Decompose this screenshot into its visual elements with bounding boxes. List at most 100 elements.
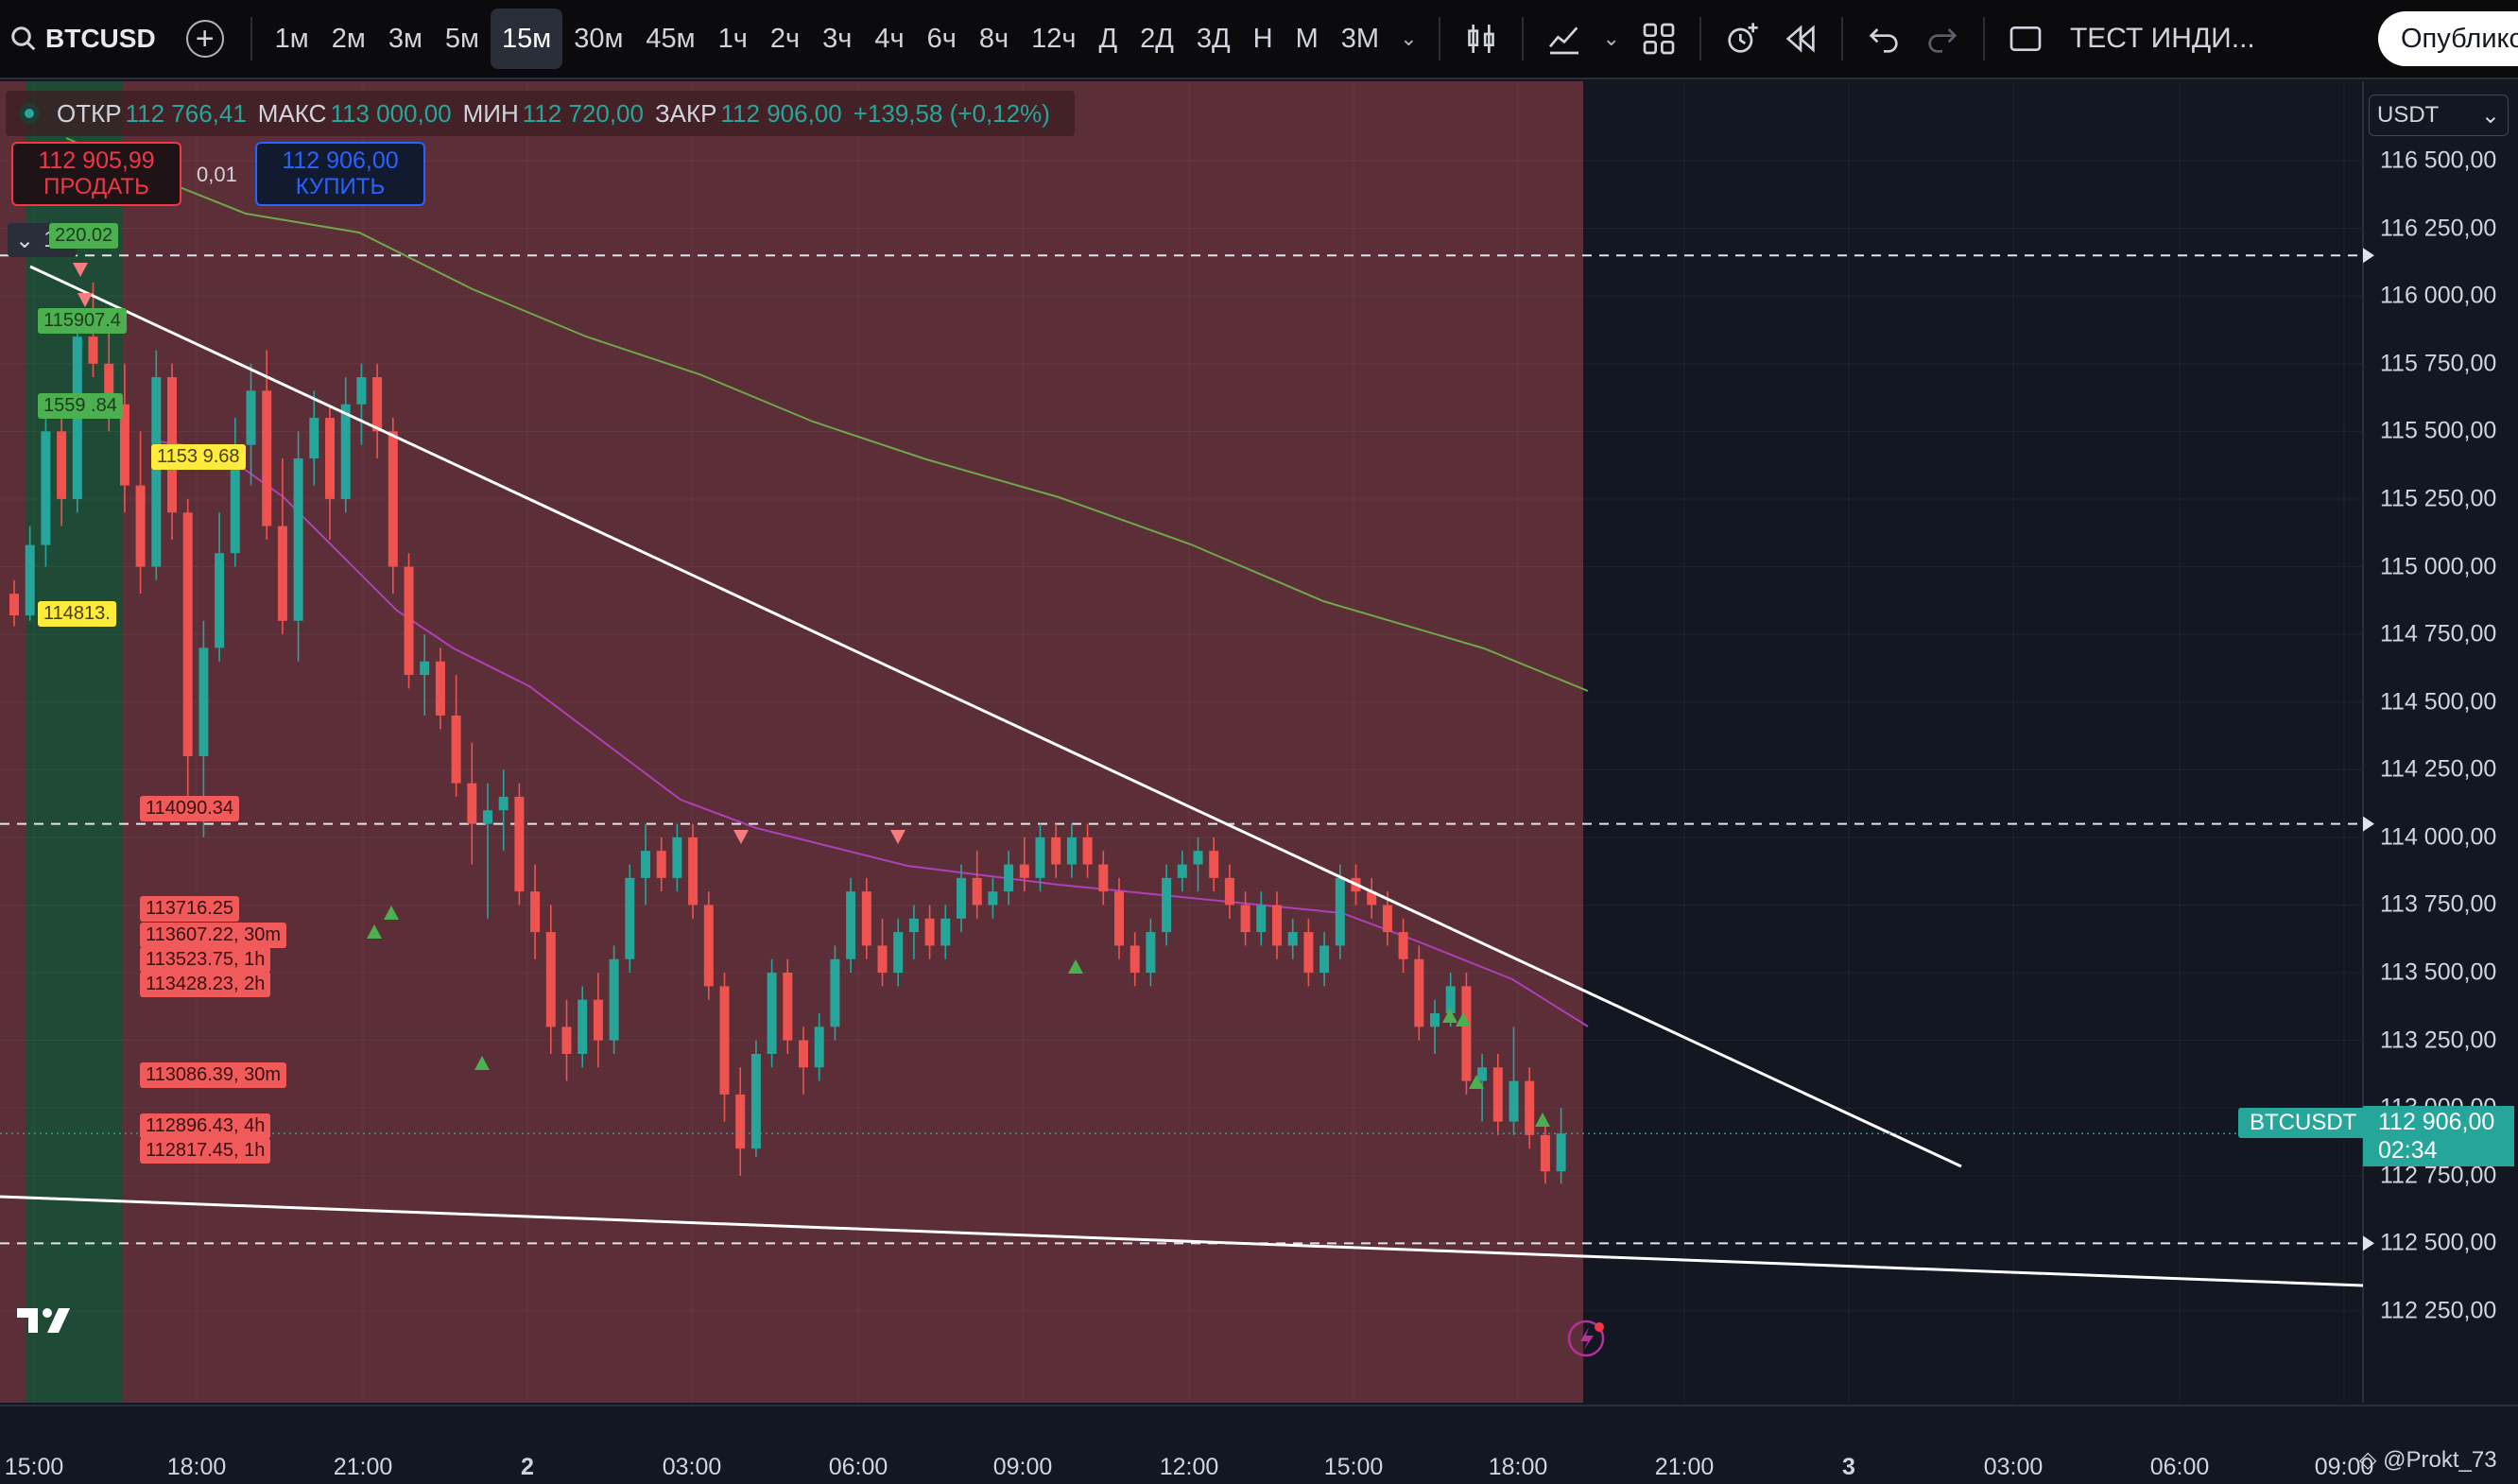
timeframe-45m[interactable]: 45м <box>646 24 696 54</box>
candle-body-down <box>1461 986 1472 1081</box>
toolbar-divider <box>1699 17 1701 60</box>
candle-body-up <box>578 999 588 1054</box>
candle-body-up <box>814 1027 824 1068</box>
timeframe-15m[interactable]: 15м <box>490 9 563 69</box>
timeframe-3mo[interactable]: 3М <box>1340 24 1380 54</box>
candle-body-down <box>277 526 287 621</box>
candle-body-down <box>1082 837 1093 865</box>
sell-signal-triangle-icon <box>78 293 93 307</box>
time-tick-label: 18:00 <box>1488 1454 1548 1480</box>
trendline-support <box>0 1195 2364 1287</box>
candle-body-up <box>293 457 303 621</box>
timeframe-2d[interactable]: 2Д <box>1140 24 1174 54</box>
price-tick-label: 115 500,00 <box>2380 417 2497 444</box>
candle-body-up <box>641 851 650 878</box>
chevron-down-icon: ⌄ <box>2480 102 2500 129</box>
candle-body-up <box>988 891 998 906</box>
timeframe-1w[interactable]: Н <box>1252 24 1273 54</box>
price-tick-label: 115 750,00 <box>2380 350 2497 377</box>
candle-body-up <box>1256 905 1267 933</box>
timeframe-30m[interactable]: 30м <box>574 24 624 54</box>
undo-icon[interactable] <box>1862 17 1906 60</box>
publish-button[interactable]: Опублико <box>2378 11 2518 66</box>
session-zone-green <box>26 81 123 1403</box>
symbol-search[interactable]: BTCUSD <box>0 24 156 54</box>
candle-body-up <box>1335 877 1345 946</box>
moving-average-long <box>65 137 1589 692</box>
candle-body-up <box>151 377 162 567</box>
toolbar-divider <box>1521 17 1524 60</box>
price-chart[interactable] <box>0 81 2518 1403</box>
time-axis[interactable] <box>0 1405 2518 1484</box>
buy-button[interactable]: 112 906,00 КУПИТЬ <box>255 142 425 206</box>
level-label-red: 113716.25 <box>140 896 240 922</box>
timeframe-5m[interactable]: 5м <box>444 24 479 54</box>
candle-body-up <box>230 444 240 554</box>
time-tick-label: 12:00 <box>1159 1454 1219 1480</box>
indicators-chevron-icon[interactable]: ⌄ <box>1602 26 1620 50</box>
timeframe-12h[interactable]: 12ч <box>1031 24 1077 54</box>
candle-body-down <box>1019 864 1029 878</box>
timeframe-1h[interactable]: 1ч <box>717 24 748 54</box>
time-tick-label: 06:00 <box>2149 1454 2210 1480</box>
buy-label: КУПИТЬ <box>295 174 386 199</box>
close-value: 112 906,00 <box>720 98 842 128</box>
candle-body-up <box>1477 1067 1488 1081</box>
candle-body-down <box>545 932 556 1027</box>
trendline-descending <box>29 265 1962 1168</box>
candle-body-up <box>908 918 919 933</box>
candle-body-down <box>783 973 793 1041</box>
compare-symbol-button[interactable]: + <box>185 20 224 58</box>
time-tick-label: 09:00 <box>992 1454 1053 1480</box>
price-tick-label: 115 000,00 <box>2380 553 2497 580</box>
fullscreen-frame-icon[interactable] <box>2004 17 2047 60</box>
toolbar-divider <box>1982 17 1985 60</box>
timeframe-2m[interactable]: 2м <box>331 24 366 54</box>
timeframe-3m[interactable]: 3м <box>388 24 423 54</box>
alert-clock-icon[interactable] <box>1720 17 1764 60</box>
candle-body-down <box>1240 905 1250 933</box>
timeframe-4h[interactable]: 4ч <box>874 24 905 54</box>
sell-signal-triangle-icon <box>890 830 905 844</box>
sell-button[interactable]: 112 905,99 ПРОДАТЬ <box>11 142 181 206</box>
layout-grid-icon[interactable] <box>1637 17 1681 60</box>
indicator-template-name[interactable]: ТЕСТ ИНДИ... <box>2069 23 2255 54</box>
candle-body-down <box>719 986 730 1095</box>
timeframe-dropdown-chevron-icon[interactable]: ⌄ <box>1400 26 1418 50</box>
candle-body-down <box>1492 1067 1503 1122</box>
timeframe-3d[interactable]: 3Д <box>1196 24 1231 54</box>
candle-body-up <box>940 918 951 946</box>
timeframe-6h[interactable]: 6ч <box>926 24 957 54</box>
currency-select[interactable]: USDT ⌄ <box>2369 95 2509 136</box>
redo-icon[interactable] <box>1921 17 1964 60</box>
notification-dot-icon <box>1595 1322 1604 1332</box>
currency-value: USDT <box>2377 102 2440 128</box>
candle-body-down <box>861 891 871 946</box>
chart-pane[interactable] <box>0 81 2518 1403</box>
price-tick-label: 113 500,00 <box>2380 958 2497 986</box>
candle-body-down <box>1398 932 1408 959</box>
timeframe-2h[interactable]: 2ч <box>769 24 801 54</box>
level-label-red: 113523.75, 1h <box>140 947 271 973</box>
buy-signal-triangle-icon <box>1456 1012 1471 1027</box>
tradingview-logo-icon[interactable] <box>15 1304 78 1337</box>
timeframe-1m[interactable]: 1м <box>274 24 309 54</box>
candle-body-up <box>1430 1013 1440 1027</box>
level-label-red: 113607.22, 30m <box>140 923 287 948</box>
replay-icon[interactable] <box>1779 17 1822 60</box>
candle-body-down <box>9 594 19 616</box>
candle-body-up <box>672 837 682 878</box>
timeframe-8h[interactable]: 8ч <box>978 24 1009 54</box>
symbol-name[interactable]: BTCUSD <box>45 24 156 53</box>
candles-chart-type-icon[interactable] <box>1459 17 1503 60</box>
timeframe-1mo[interactable]: М <box>1295 24 1319 54</box>
candle-body-up <box>1319 945 1330 974</box>
indicators-icon[interactable] <box>1543 17 1586 60</box>
timeframe-list: 1м 2м 3м 5м 15м 30м 45м 1ч 2ч 3ч 4ч 6ч 8… <box>264 9 1390 69</box>
timeframe-3h[interactable]: 3ч <box>822 24 853 54</box>
close-label: ЗАКР <box>654 98 717 128</box>
timeframe-1d[interactable]: Д <box>1098 24 1118 54</box>
open-value: 112 766,41 <box>125 98 247 128</box>
time-tick-label: 2 <box>521 1454 534 1480</box>
candle-body-down <box>1367 891 1377 906</box>
